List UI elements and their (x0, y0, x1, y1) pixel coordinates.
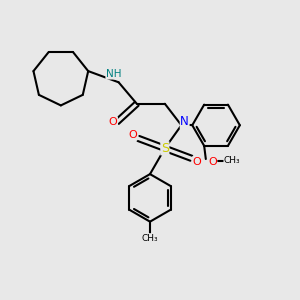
Text: O: O (208, 157, 217, 167)
Text: O: O (193, 157, 202, 166)
Text: S: S (161, 142, 169, 155)
Text: CH₃: CH₃ (142, 234, 158, 243)
Text: NH: NH (106, 69, 122, 79)
Text: N: N (180, 116, 189, 128)
Text: CH₃: CH₃ (224, 156, 241, 165)
Text: O: O (128, 130, 137, 140)
Text: O: O (109, 117, 117, 127)
